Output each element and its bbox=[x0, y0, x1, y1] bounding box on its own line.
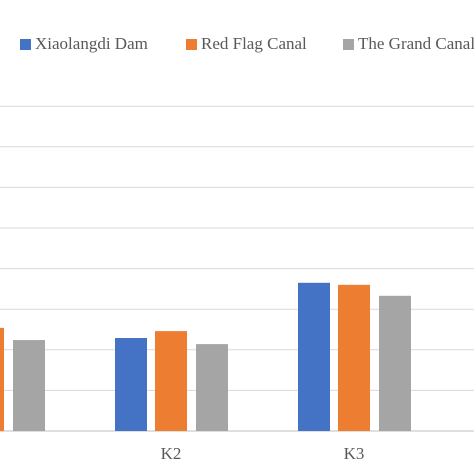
bar bbox=[115, 338, 147, 431]
bar bbox=[298, 282, 330, 431]
bar bbox=[196, 344, 228, 431]
legend-swatch bbox=[186, 39, 197, 50]
bar bbox=[155, 331, 187, 431]
bar bbox=[13, 340, 45, 431]
x-tick-label: K3 bbox=[344, 444, 365, 463]
legend-label: The Grand Canal bbox=[358, 34, 474, 53]
legend-swatch bbox=[20, 39, 31, 50]
legend-swatch bbox=[343, 39, 354, 50]
legend-label: Red Flag Canal bbox=[201, 34, 307, 53]
bar bbox=[338, 284, 370, 431]
bar bbox=[379, 295, 411, 431]
x-tick-label: K2 bbox=[161, 444, 182, 463]
bar bbox=[0, 327, 4, 431]
legend-label: Xiaolangdi Dam bbox=[35, 34, 148, 53]
